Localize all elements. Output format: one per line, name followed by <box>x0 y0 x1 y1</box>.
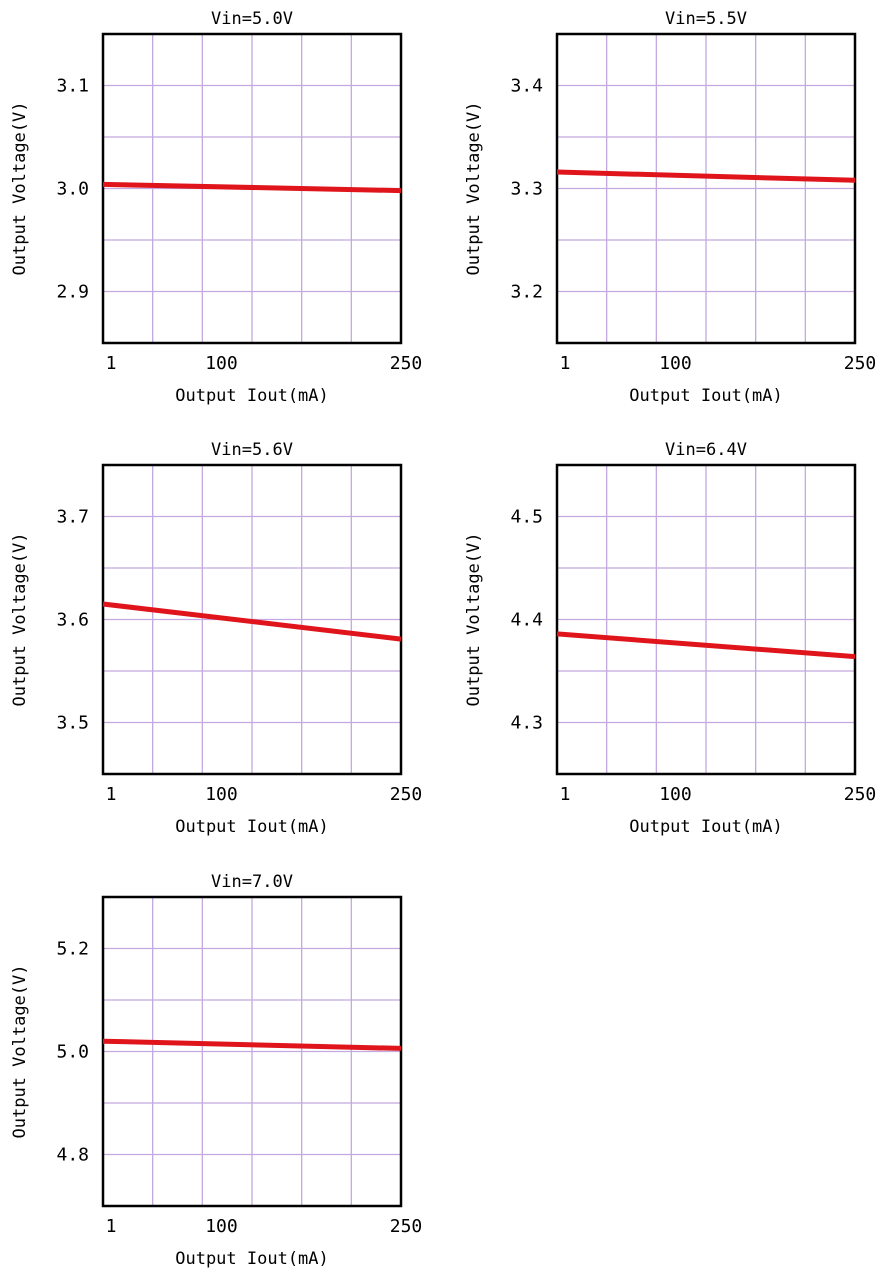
x-tick-label: 1 <box>106 353 117 374</box>
y-tick-label: 4.3 <box>510 713 543 734</box>
chart-title: Vin=7.0V <box>211 872 293 892</box>
chart-panel-4: Vin=6.4V 4.3 4.4 4.5 1 100 250 Output Iout(mA) O… <box>464 440 876 837</box>
x-tick-label: 250 <box>844 353 877 374</box>
y-tick-label: 4.5 <box>510 507 543 528</box>
y-tick-label: 3.0 <box>56 179 89 200</box>
y-axis-label: Output Voltage(V) <box>464 533 484 707</box>
x-tick-label: 250 <box>390 353 423 374</box>
y-tick-label: 3.4 <box>510 76 543 97</box>
plot-frame <box>101 895 403 1208</box>
x-tick-label: 1 <box>560 353 571 374</box>
y-axis-label: Output Voltage(V) <box>10 533 30 707</box>
x-tick-label: 250 <box>390 1216 423 1237</box>
x-axis-label: Output Iout(mA) <box>175 1249 329 1269</box>
y-tick-label: 3.7 <box>56 507 89 528</box>
x-axis-label: Output Iout(mA) <box>175 386 329 406</box>
x-tick-label: 250 <box>390 784 423 805</box>
y-tick-label: 5.0 <box>56 1042 89 1063</box>
y-tick-label: 2.9 <box>56 282 89 303</box>
chart-panel-2: Vin=5.5V 3.2 3.3 3.4 1 100 250 Output Iout(mA) O… <box>464 9 876 406</box>
x-tick-label: 100 <box>205 784 238 805</box>
x-tick-label: 100 <box>659 784 692 805</box>
series-line <box>556 169 856 183</box>
x-tick-label: 1 <box>106 1216 117 1237</box>
chart-title: Vin=5.6V <box>211 440 293 460</box>
y-axis-label: Output Voltage(V) <box>10 965 30 1139</box>
plot-frame <box>555 32 857 345</box>
y-axis-label: Output Voltage(V) <box>464 102 484 276</box>
series-line <box>556 631 856 660</box>
chart-panel-1: Vin=5.0V 2.9 3.0 3.1 1 100 250 Output Iout(mA) O… <box>10 9 422 406</box>
y-tick-label: 5.2 <box>56 939 89 960</box>
x-tick-label: 100 <box>659 353 692 374</box>
y-tick-label: 3.5 <box>56 713 89 734</box>
chart-title: Vin=6.4V <box>665 440 747 460</box>
y-tick-label: 3.2 <box>510 282 543 303</box>
x-tick-label: 250 <box>844 784 877 805</box>
x-axis-label: Output Iout(mA) <box>175 817 329 837</box>
y-tick-label: 3.1 <box>56 76 89 97</box>
chart-title: Vin=5.0V <box>211 9 293 29</box>
y-tick-label: 3.6 <box>56 610 89 631</box>
y-tick-label: 3.3 <box>510 179 543 200</box>
series-line <box>102 1038 402 1051</box>
x-tick-label: 100 <box>205 353 238 374</box>
x-axis-label: Output Iout(mA) <box>629 817 783 837</box>
x-tick-label: 1 <box>106 784 117 805</box>
y-tick-label: 4.4 <box>510 610 543 631</box>
x-tick-label: 100 <box>205 1216 238 1237</box>
plot-frame <box>101 463 403 776</box>
chart-panel-5: Vin=7.0V 4.8 5.0 5.2 1 100 250 Output Iout(mA) O… <box>10 872 422 1269</box>
chart-panel-3: Vin=5.6V 3.5 3.6 3.7 1 100 250 Output Iout(mA) O… <box>10 440 422 837</box>
series-line <box>102 601 402 642</box>
y-axis-label: Output Voltage(V) <box>10 102 30 276</box>
series-line <box>102 181 402 194</box>
x-axis-label: Output Iout(mA) <box>629 386 783 406</box>
x-tick-label: 1 <box>560 784 571 805</box>
y-tick-label: 4.8 <box>56 1145 89 1166</box>
plot-frame <box>555 463 857 776</box>
chart-title: Vin=5.5V <box>665 9 747 29</box>
